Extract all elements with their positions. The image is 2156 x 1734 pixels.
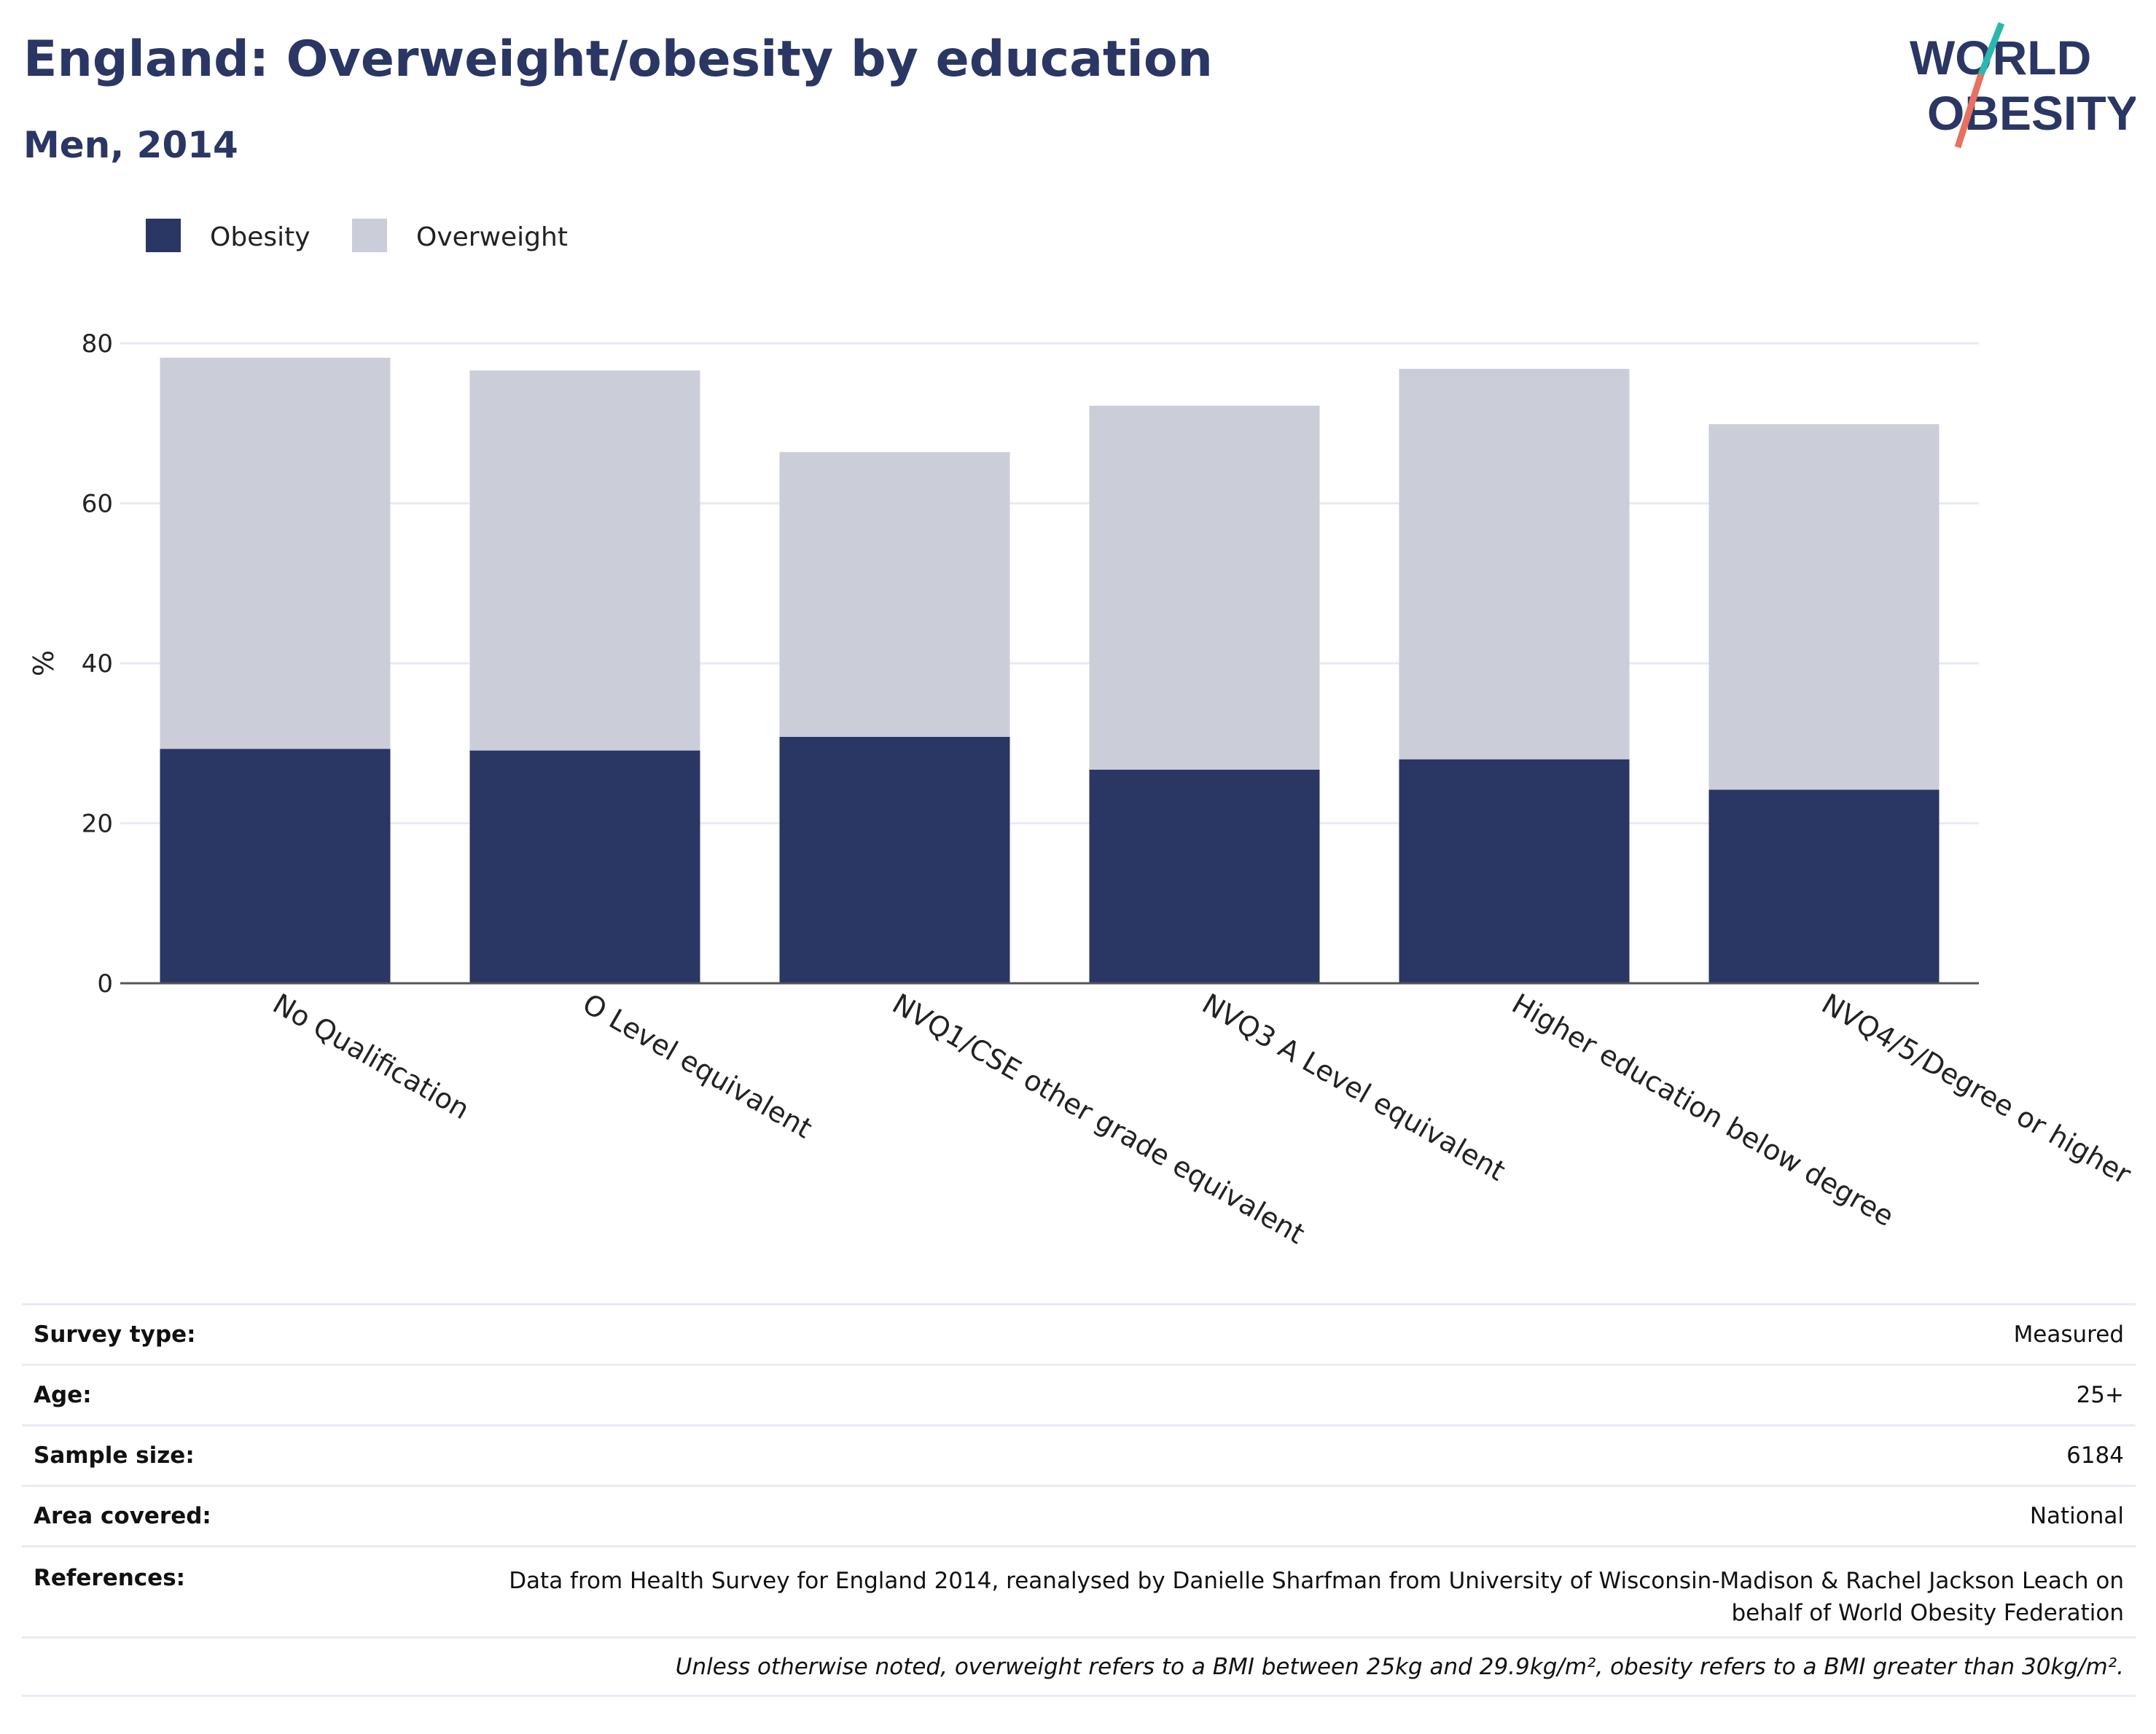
age-label: Age: [34, 1382, 92, 1408]
bar-overweight-nvq4-5-degree-or-higher [1708, 423, 1940, 790]
definition-note: Unless otherwise noted, overweight refer… [675, 1653, 2124, 1680]
survey-info-table: Survey type: Measured Age: 25+ Sample si… [22, 1303, 2136, 1697]
references-label: References: [34, 1565, 186, 1591]
x-tick-label-nvq4-5-degree-or-higher: NVQ4/5/Degree or higher [1816, 988, 2136, 1191]
y-tick-label-40: 40 [82, 649, 113, 679]
bar-overweight-nvq1-cse-other-grade-equivalent [779, 452, 1010, 737]
bar-overweight-higher-education-below-degree [1399, 369, 1630, 759]
bar-obesity-nvq1-cse-other-grade-equivalent [779, 736, 1010, 983]
bar-obesity-nvq3-a-level-equivalent [1089, 769, 1320, 983]
references-value: Data from Health Survey for England 2014… [509, 1568, 2124, 1626]
bar-obesity-nvq4-5-degree-or-higher [1708, 789, 1940, 983]
logo-word-world: WORLD [1910, 31, 2091, 85]
chart-subtitle: Men, 2014 [23, 124, 238, 166]
x-tick-label-o-level-equivalent: O Level equivalent [577, 988, 818, 1145]
x-tick-label-no-qualification: No Qualification [267, 988, 474, 1126]
bar-overweight-o-level-equivalent [469, 370, 700, 751]
info-row-area-covered: Area covered: National [22, 1485, 2136, 1545]
survey-type-value: Measured [2013, 1321, 2124, 1348]
bar-chart: Obesity Overweight 0 20 40 60 80 No Qualifica… [28, 219, 2136, 1251]
legend-swatch-obesity [146, 219, 181, 252]
y-tick-label-80: 80 [82, 329, 113, 359]
chart-bars [120, 357, 1979, 985]
y-tick-label-0: 0 [97, 969, 113, 999]
legend-label-overweight: Overweight [416, 222, 568, 252]
world-obesity-logo: WORLD OBESITY [1910, 22, 2136, 149]
y-tick-label-60: 60 [82, 490, 113, 519]
legend-label-obesity: Obesity [210, 222, 310, 252]
bar-obesity-o-level-equivalent [469, 750, 700, 983]
bar-overweight-no-qualification [160, 357, 391, 749]
x-tick-label-nvq3-a-level-equivalent: NVQ3 A Level equivalent [1197, 988, 1511, 1187]
info-row-sample-size: Sample size: 6184 [22, 1424, 2136, 1485]
legend-swatch-overweight [352, 219, 387, 252]
chart-gridlines [120, 342, 1979, 824]
x-axis-ticks: No Qualification O Level equivalent NVQ1/C… [267, 988, 2136, 1251]
logo-slash-teal [1977, 22, 2005, 76]
logo-slash-coral [1954, 73, 1985, 149]
area-covered-value: National [2029, 1503, 2124, 1529]
bar-obesity-higher-education-below-degree [1399, 759, 1630, 983]
chart-title: England: Overweight/obesity by education [23, 31, 1213, 88]
survey-type-label: Survey type: [34, 1321, 196, 1348]
bar-obesity-no-qualification [160, 749, 391, 983]
info-row-definition-note: Unless otherwise noted, overweight refer… [22, 1636, 2136, 1697]
y-axis-ticks: 0 20 40 60 80 [82, 329, 113, 999]
age-value: 25+ [2076, 1382, 2124, 1408]
chart-legend: Obesity Overweight [146, 219, 568, 252]
area-covered-label: Area covered: [34, 1503, 211, 1529]
info-row-references: References: Data from Health Survey for … [22, 1545, 2136, 1636]
info-row-survey-type: Survey type: Measured [22, 1303, 2136, 1364]
y-axis-label: % [28, 650, 60, 676]
bar-overweight-nvq3-a-level-equivalent [1089, 405, 1320, 770]
y-tick-label-20: 20 [82, 810, 113, 839]
info-row-age: Age: 25+ [22, 1364, 2136, 1424]
sample-size-label: Sample size: [34, 1442, 195, 1469]
sample-size-value: 6184 [2066, 1442, 2124, 1469]
